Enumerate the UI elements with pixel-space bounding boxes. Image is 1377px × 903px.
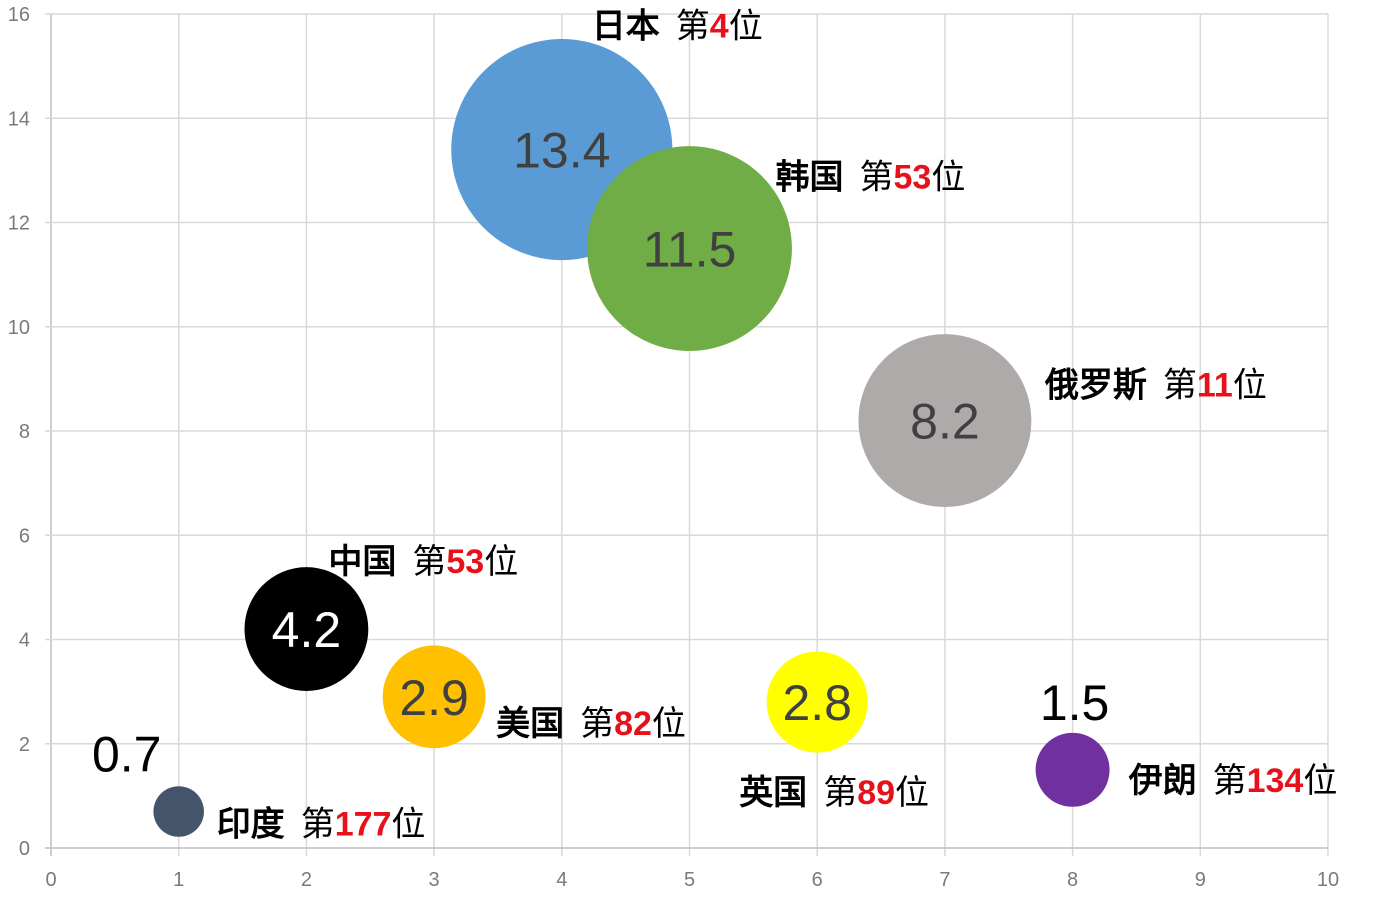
y-axis-ticks: 0 2 4 6 8 10 12 14 16 — [8, 4, 30, 860]
bubble-value-label: 11.5 — [643, 222, 737, 278]
rank-prefix: 第 — [301, 805, 335, 845]
grid — [45, 13, 1329, 856]
x-axis-ticks: 0 1 2 3 4 5 6 7 8 9 10 — [45, 869, 1339, 891]
country-label: 伊朗 第134位 — [1128, 761, 1338, 801]
rank-suffix: 位 — [729, 7, 763, 47]
rank-suffix: 位 — [1303, 761, 1337, 801]
rank-suffix: 位 — [652, 704, 686, 744]
rank-number: 4 — [710, 8, 729, 46]
rank-number: 89 — [857, 774, 895, 812]
rank-number: 134 — [1247, 762, 1304, 800]
y-tick-label: 4 — [19, 630, 30, 652]
country-label: 韩国 第53位 — [776, 158, 966, 198]
x-tick-label: 3 — [429, 869, 440, 891]
rank-number: 53 — [446, 543, 484, 581]
country-name: 日本 — [592, 7, 660, 47]
rank-suffix: 位 — [1233, 366, 1267, 406]
country-name: 印度 — [217, 805, 285, 845]
x-tick-label: 8 — [1067, 869, 1078, 891]
bubble-2 — [858, 334, 1032, 508]
x-tick-label: 7 — [939, 869, 950, 891]
bubble-value-label: 13.4 — [513, 123, 610, 179]
bubble-value-label: 0.7 — [92, 727, 162, 783]
x-tick-label: 0 — [45, 869, 56, 891]
rank-prefix: 第 — [823, 773, 857, 813]
bubble-4 — [382, 645, 486, 749]
y-tick-label: 8 — [19, 421, 30, 443]
country-name: 美国 — [496, 704, 564, 744]
rank-prefix: 第 — [676, 7, 710, 47]
country-name: 中国 — [328, 542, 396, 582]
bubble-value-label: 1.5 — [1040, 675, 1110, 731]
x-tick-label: 6 — [812, 869, 823, 891]
rank-prefix: 第 — [1163, 366, 1197, 406]
country-label: 俄罗斯 第11位 — [1044, 366, 1267, 406]
x-tick-label: 10 — [1317, 869, 1339, 891]
y-tick-label: 12 — [8, 213, 30, 235]
rank-prefix: 第 — [412, 542, 446, 582]
rank-number: 177 — [335, 806, 392, 844]
bubble-5 — [766, 651, 868, 753]
y-tick-label: 0 — [19, 838, 30, 860]
rank-prefix: 第 — [860, 158, 894, 198]
rank-number: 82 — [614, 705, 652, 743]
bubble-3 — [244, 567, 369, 691]
bubble-value-label: 2.8 — [782, 675, 852, 731]
country-label: 美国 第82位 — [496, 704, 686, 744]
bubble-value-label: 4.2 — [272, 602, 342, 658]
country-name: 伊朗 — [1128, 761, 1197, 801]
x-tick-label: 2 — [301, 869, 312, 891]
bubble-7 — [153, 786, 204, 837]
y-tick-label: 10 — [8, 317, 30, 339]
bubble-value-label: 8.2 — [910, 394, 980, 450]
rank-number: 11 — [1197, 367, 1233, 405]
x-tick-label: 4 — [556, 869, 567, 891]
country-name: 英国 — [739, 773, 807, 813]
country-label: 英国 第89位 — [739, 773, 929, 813]
y-tick-label: 6 — [19, 525, 30, 547]
bubble-value-label: 2.9 — [399, 670, 469, 726]
rank-suffix: 位 — [391, 805, 425, 845]
x-tick-label: 9 — [1195, 869, 1206, 891]
country-name: 俄罗斯 — [1044, 366, 1147, 406]
rank-prefix: 第 — [580, 704, 614, 744]
rank-suffix: 位 — [484, 542, 518, 582]
y-tick-label: 2 — [19, 734, 30, 756]
rank-suffix: 位 — [931, 158, 965, 198]
country-label: 日本 第4位 — [592, 7, 763, 47]
rank-suffix: 位 — [895, 773, 929, 813]
x-tick-label: 5 — [684, 869, 695, 891]
rank-prefix: 第 — [1213, 761, 1247, 801]
rank-number: 53 — [894, 159, 932, 197]
bubbles — [153, 38, 1110, 837]
bubble-6 — [1035, 732, 1110, 807]
y-tick-label: 16 — [8, 4, 30, 26]
bubble-1 — [587, 146, 792, 351]
country-label: 中国 第53位 — [328, 542, 518, 582]
country-label: 印度 第177位 — [217, 805, 426, 845]
x-tick-label: 1 — [173, 869, 184, 891]
y-tick-label: 14 — [8, 108, 30, 130]
country-name: 韩国 — [776, 158, 844, 198]
